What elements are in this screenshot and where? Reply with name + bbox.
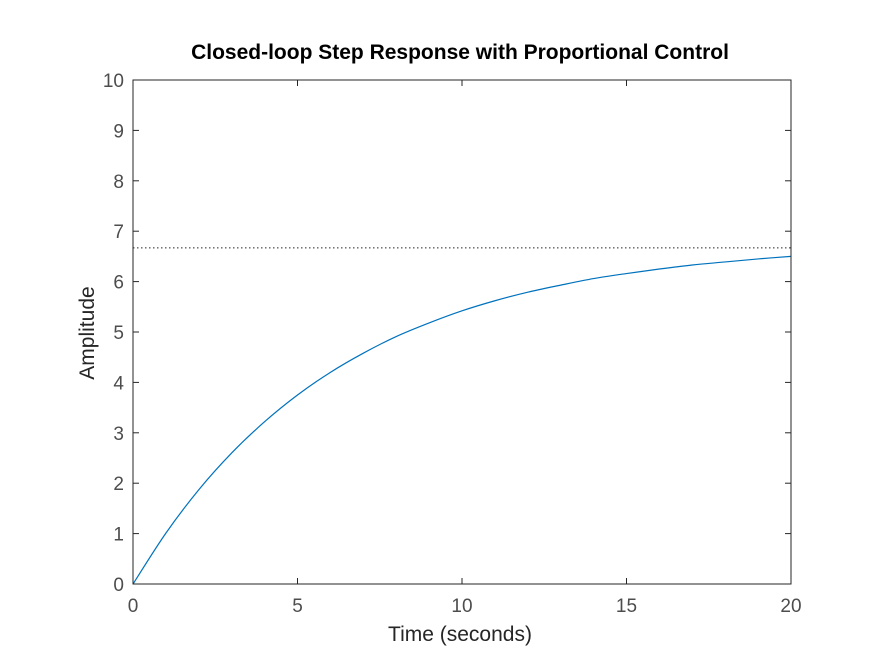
x-tick-label: 5 — [292, 596, 303, 617]
y-tick-label: 9 — [113, 121, 124, 142]
x-axis-label: Time (seconds) — [388, 623, 532, 646]
x-tick-label: 15 — [616, 596, 637, 617]
x-tick-label: 10 — [451, 596, 472, 617]
y-tick-label: 3 — [113, 424, 124, 445]
tick-group: 0 5 10 15 20 0 1 2 3 4 5 6 7 8 9 10 — [103, 71, 802, 617]
x-tick-label: 20 — [780, 596, 801, 617]
chart-title: Closed-loop Step Response with Proportio… — [191, 41, 729, 64]
y-tick-label: 0 — [113, 575, 124, 596]
step-response-line — [132, 255, 792, 585]
x-tick-label: 0 — [128, 596, 139, 617]
plot-area — [133, 80, 791, 584]
y-axis-label: Amplitude — [76, 286, 99, 379]
axes-box — [132, 79, 792, 585]
y-tick-label: 6 — [113, 273, 124, 294]
y-tick-label: 4 — [113, 373, 124, 394]
y-tick-label: 1 — [113, 525, 124, 546]
series-group — [132, 247, 792, 585]
y-tick-label: 2 — [113, 474, 124, 495]
y-tick-label: 5 — [113, 323, 124, 344]
y-tick-label: 7 — [113, 222, 124, 243]
y-tick-label: 8 — [113, 172, 124, 193]
y-tick-label: 10 — [103, 71, 124, 92]
